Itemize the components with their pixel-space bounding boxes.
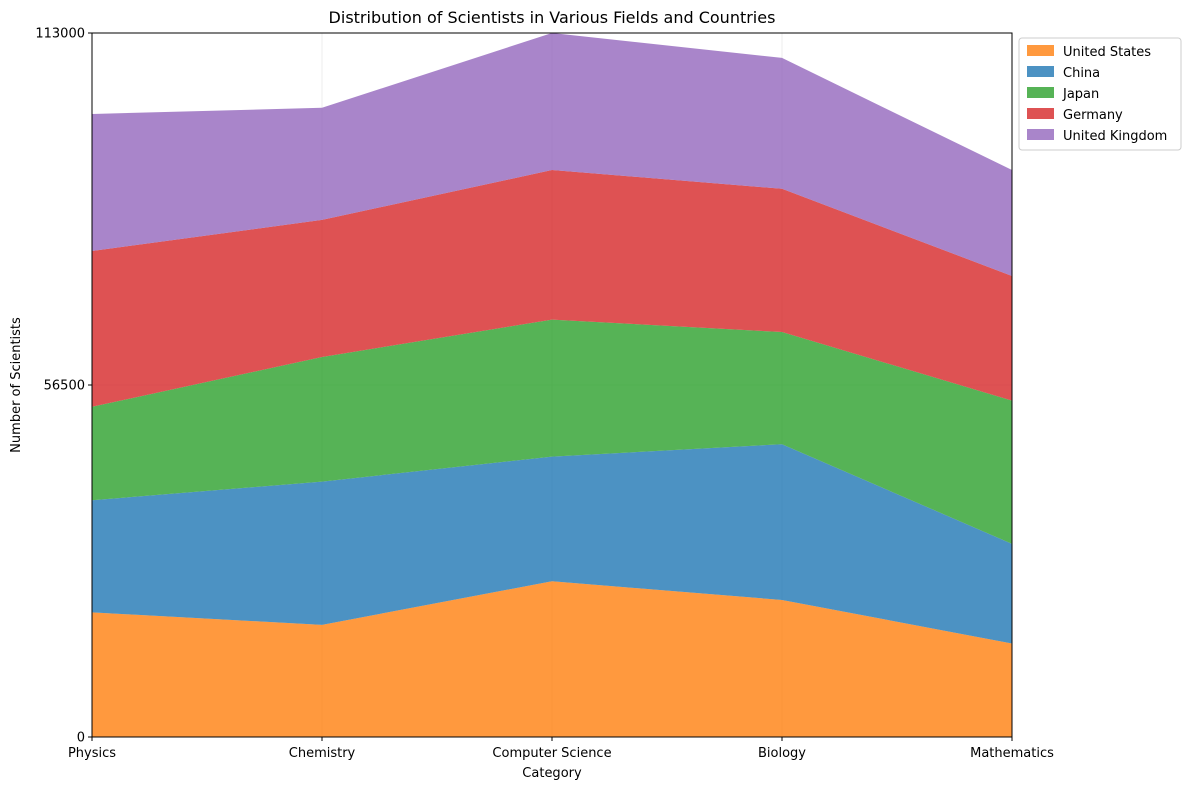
x-tick-label: Physics	[68, 746, 116, 761]
legend-swatch-united-kingdom	[1027, 129, 1054, 140]
legend-swatch-japan	[1027, 87, 1054, 98]
legend-label-japan: Japan	[1062, 87, 1099, 102]
x-axis-ticks: Physics Chemistry Computer Science Biology M…	[68, 737, 1054, 761]
area-series	[92, 33, 1012, 737]
legend-swatch-united-states	[1027, 45, 1054, 56]
area-japan	[92, 319, 1012, 544]
area-china	[92, 444, 1012, 644]
legend-label-united-states: United States	[1063, 45, 1151, 60]
y-tick-label: 56500	[44, 379, 85, 394]
legend-swatch-germany	[1027, 108, 1054, 119]
x-axis-title: Category	[522, 766, 582, 781]
area-united-states	[92, 581, 1012, 737]
x-tick-label: Chemistry	[289, 746, 356, 761]
area-germany	[92, 170, 1012, 407]
legend-swatch-china	[1027, 66, 1054, 77]
area-united-kingdom	[92, 33, 1012, 276]
legend: United States China Japan Germany United Kin…	[1018, 37, 1182, 151]
y-tick-label: 0	[77, 731, 85, 746]
legend-box	[1018, 37, 1182, 151]
x-tick-label: Biology	[758, 746, 806, 761]
y-tick-label: 113000	[35, 27, 85, 42]
x-tick-label: Computer Science	[492, 746, 611, 761]
legend-label-china: China	[1063, 66, 1100, 81]
y-axis-ticks: 0 56500 113000	[35, 27, 92, 746]
chart-title: Distribution of Scientists in Various Fi…	[329, 8, 776, 27]
y-axis-title: Number of Scientists	[9, 317, 24, 453]
legend-label-united-kingdom: United Kingdom	[1063, 129, 1167, 144]
legend-label-germany: Germany	[1063, 108, 1123, 123]
x-tick-label: Mathematics	[970, 746, 1054, 761]
